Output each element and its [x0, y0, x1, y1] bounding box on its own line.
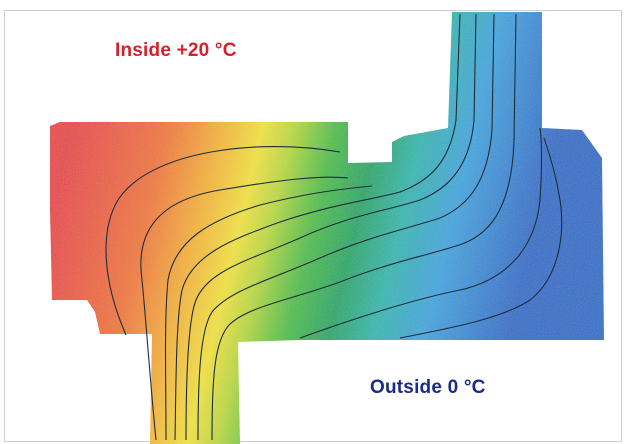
isotherm-line	[197, 13, 495, 441]
inside-temperature-label: Inside +20 °C	[115, 40, 237, 61]
isotherm-line	[174, 13, 461, 441]
isotherm-line	[185, 13, 477, 441]
isotherm-line	[140, 176, 349, 441]
isotherm-line	[299, 127, 543, 339]
isotherm-line	[211, 13, 517, 441]
diagram-frame	[4, 10, 622, 442]
outside-temperature-label: Outside 0 °C	[370, 377, 486, 398]
isotherm-line	[105, 146, 341, 336]
isotherm-line	[164, 185, 373, 441]
isotherm-lines	[105, 13, 563, 441]
cross-section	[50, 12, 604, 444]
isotherm-line	[399, 137, 563, 339]
section-body	[50, 12, 604, 444]
